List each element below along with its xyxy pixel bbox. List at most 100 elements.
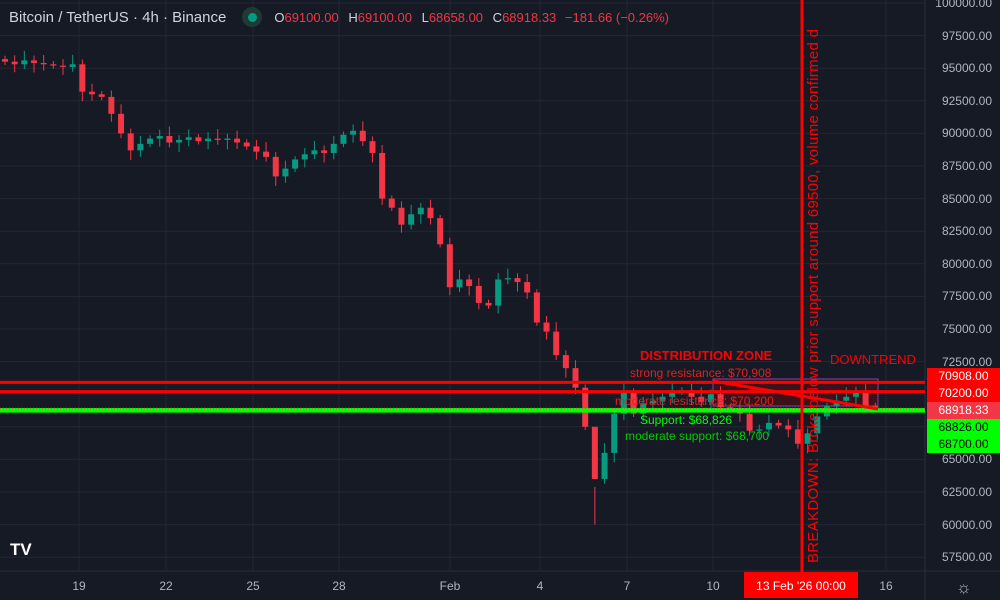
distribution-zone-label: DISTRIBUTION ZONE [640,348,773,363]
candle-body [379,152,386,199]
candle-body [698,396,705,403]
candle-body [98,94,105,97]
candle-body [601,452,608,479]
candle-body [234,138,241,143]
high-label: H [348,9,358,25]
ohlc-values: O69100.00 H69100.00 L68658.00 C68918.33 … [274,10,669,25]
moderate-support-label: moderate support: $68,700 [625,429,770,443]
candle-body [272,156,279,177]
candle-body [572,368,579,388]
time-tick: 16 [879,579,893,593]
candle-body [707,394,714,403]
candle-body [514,278,521,283]
candle-body [669,391,676,397]
candle-body [31,60,38,63]
candle-body [446,244,453,288]
candle-body [659,396,666,401]
candle-body [330,143,337,153]
candle-body [156,136,163,139]
candle-body [466,279,473,286]
price-level-label: 70908.00 [927,368,1000,385]
strong-resistance-label: strong resistance: $70,908 [630,366,772,380]
candle-body [746,413,753,431]
candle-body [649,400,656,404]
candle-body [495,279,502,306]
candle-body [543,322,550,332]
candle-body [591,426,598,479]
candle-body [388,198,395,208]
downtrend-line [712,379,879,411]
time-tick: 7 [623,579,631,593]
candle-body [147,138,154,144]
candle-body [11,61,18,65]
candle-body [485,302,492,306]
price-tick: 80000.00 [941,256,992,271]
time-tick: 22 [159,579,173,593]
candle-body [21,60,28,65]
time-tick: 28 [332,579,346,593]
candle-body [688,390,695,397]
candle-body [630,391,637,414]
price-tick: 82500.00 [941,224,992,239]
candle-body [350,130,357,135]
candle-body [166,136,173,143]
price-tick: 60000.00 [941,517,992,532]
candle-body [108,96,115,114]
candle-body [2,59,8,62]
symbol-legend: Bitcoin / TetherUS · 4h · Binance O69100… [9,7,669,27]
market-status-icon [242,7,263,27]
open-value: 69100.00 [284,9,339,25]
price-level-label: 68700.00 [927,436,1000,453]
low-value: 68658.00 [428,9,484,25]
candle-body [127,133,134,151]
time-tick: Feb [439,579,461,593]
candle-body [60,65,67,67]
candle-body [195,137,202,142]
price-tick: 57500.00 [941,550,992,565]
candle-body [794,429,801,444]
price-tick: 77500.00 [941,289,992,304]
candle-body [756,429,763,431]
tradingview-logo[interactable]: TV [10,540,32,559]
price-level-label: 68918.33 [927,402,1000,419]
candle-body [765,422,772,430]
candle-body [50,64,57,66]
candle-body [176,139,183,143]
close-label: C [492,9,503,25]
candle-body [814,416,821,434]
candle-body [224,138,231,140]
candle-body [785,425,792,430]
candle-body [437,218,444,245]
settings-gear-icon[interactable]: ☼ [956,578,972,597]
change-value: −181.66 (−0.26%) [564,9,669,25]
low-label: L [421,9,429,25]
candle-body [611,413,618,453]
candle-body [533,292,540,323]
candle-body [398,207,405,225]
candle-body [408,214,415,225]
crosshair-time-label: 13 Feb '26 00:00 [744,572,858,598]
candle-body [340,134,347,144]
candle-body [717,394,724,408]
candle-body [504,278,511,280]
candle-body [417,207,424,215]
price-tick: 90000.00 [941,126,992,141]
open-label: O [274,9,285,25]
candle-body [852,391,859,397]
candle-body [282,168,289,177]
candle-body [553,331,560,356]
candle-body [137,143,144,151]
candle-body [804,433,811,444]
candle-body [185,137,192,140]
candle-body [292,159,299,169]
price-tick: 95000.00 [941,61,992,76]
candle-body [369,141,376,153]
time-tick: 4 [536,579,544,593]
candle-body [79,64,86,92]
candle-body [321,150,328,153]
candle-body [214,138,221,140]
price-tick: 100000.00 [935,0,992,10]
candle-body [862,391,869,406]
symbol-title[interactable]: Bitcoin / TetherUS · 4h · Binance [9,8,227,26]
